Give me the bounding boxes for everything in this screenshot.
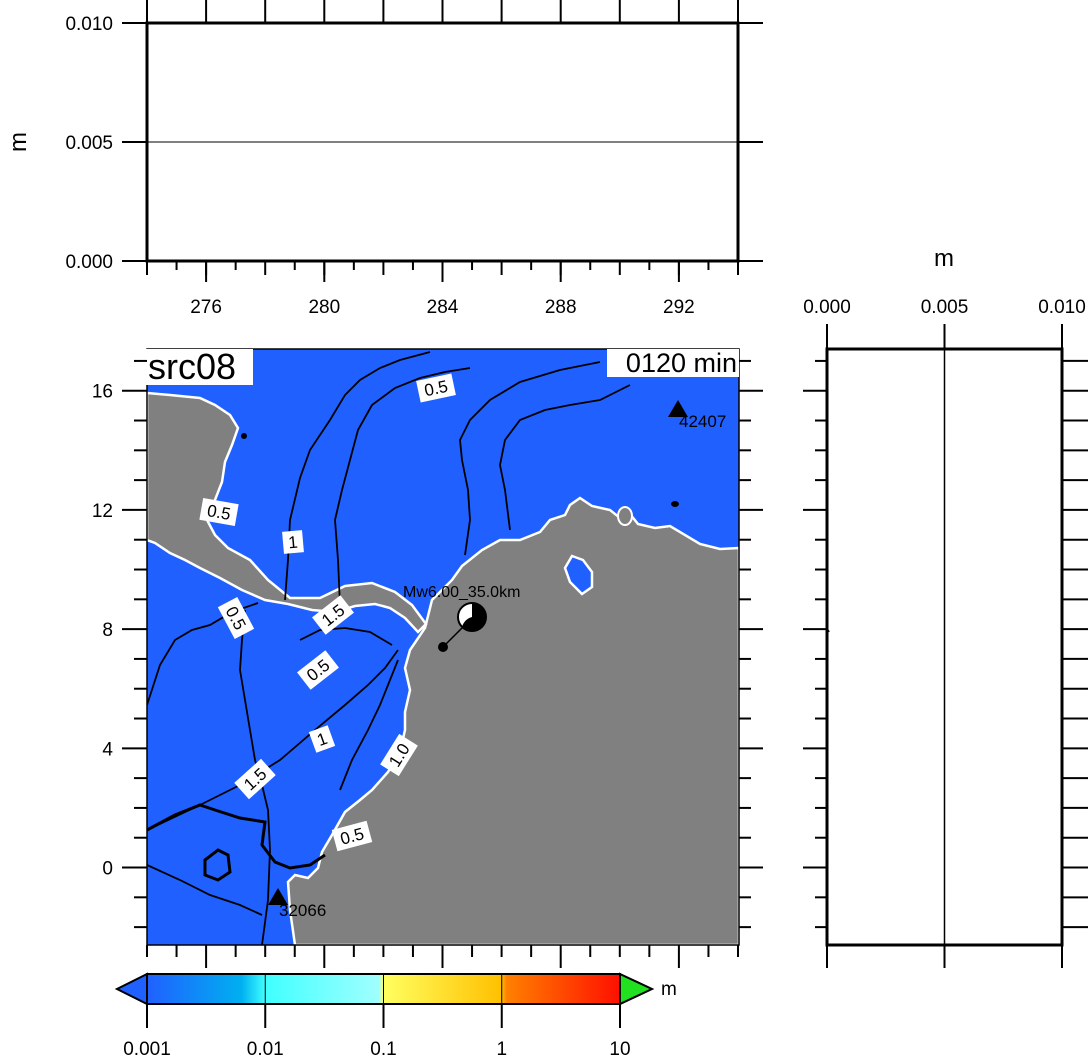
x-tick-label: 280 — [308, 297, 340, 318]
map-title-box — [145, 349, 253, 385]
y-tick-label: 0.005 — [65, 133, 113, 154]
y-tick-label: 12 — [92, 501, 113, 522]
colorbar-low-arrow — [114, 972, 148, 1006]
map-title: src08 — [148, 346, 236, 387]
colorbar: m 0.001 0.01 0.1 1 10 — [114, 972, 677, 1060]
y-tick-label: 0.010 — [65, 14, 113, 35]
x-tick-label: 0.000 — [803, 297, 851, 318]
map-y-axis: 0 4 8 12 16 — [92, 359, 763, 929]
time-label-box — [607, 349, 739, 377]
colorbar-tick-label: 0.001 — [123, 1039, 171, 1060]
island — [241, 433, 247, 439]
x-tick-label: 288 — [545, 297, 577, 318]
y-tick-label: 4 — [102, 739, 113, 760]
right-profile-panel: m 0.000 0.005 0.010 — [803, 245, 1088, 968]
land-central-america — [147, 391, 428, 634]
colorbar-ticks: 0.001 0.01 0.1 1 10 — [123, 974, 631, 1060]
time-label: 0120 min — [626, 348, 737, 378]
map-x-ticks — [146, 945, 739, 968]
colorbar-tick-label: 0.1 — [370, 1039, 396, 1060]
x-tick-label: 0.010 — [1038, 297, 1086, 318]
right-profile-xlabel: m — [934, 245, 954, 272]
right-profile-y-ticks — [803, 359, 1088, 929]
triangle-icon — [668, 400, 688, 417]
colorbar-tick-label: 1 — [496, 1039, 507, 1060]
station-marker: 32066 — [268, 888, 326, 920]
right-profile-x-axis: 0.000 0.005 0.010 — [803, 297, 1086, 968]
x-tick-label: 284 — [427, 297, 459, 318]
colorbar-high-arrow — [619, 972, 655, 1006]
contour-label: 0.5 — [423, 377, 450, 400]
colorbar-tick-label: 0.01 — [247, 1039, 284, 1060]
island — [617, 506, 633, 526]
contour-label: 1 — [287, 533, 298, 553]
colorbar-unit: m — [661, 979, 677, 1000]
triangle-icon — [268, 888, 288, 905]
earthquake-label: Mw6.00_35.0km — [403, 584, 520, 601]
top-profile-ylabel: m — [5, 132, 32, 152]
top-profile-y-axis: 0.000 0.005 0.010 — [65, 14, 763, 273]
station-label: 42407 — [679, 412, 726, 431]
y-tick-label: 16 — [92, 382, 113, 403]
beachball-icon — [457, 602, 487, 632]
station-label: 32066 — [279, 901, 326, 920]
station-marker: 42407 — [668, 400, 726, 431]
contour-label: 0.5 — [206, 501, 233, 524]
epicenter-dot — [438, 642, 448, 652]
island — [671, 501, 679, 507]
top-profile-x-axis: 276 280 284 288 292 — [146, 0, 739, 318]
map-panel: src08 0120 min 0.5 0.5 1 0.5 1.5 0.5 1 1… — [92, 346, 763, 968]
land-lake — [563, 554, 594, 596]
x-tick-label: 0.005 — [921, 297, 969, 318]
colorbar-tick-label: 10 — [609, 1039, 630, 1060]
y-tick-label: 0 — [102, 859, 113, 880]
y-tick-label: 0.000 — [65, 252, 113, 273]
y-tick-label: 8 — [102, 620, 113, 641]
top-profile-panel: m 0.000 0.005 0.010 276 280 284 288 292 — [5, 0, 763, 318]
contour-heavy — [147, 803, 326, 870]
x-tick-label: 292 — [663, 297, 695, 318]
earthquake-marker: Mw6.00_35.0km — [403, 584, 520, 652]
contour-heavy-loop — [203, 848, 232, 882]
x-tick-label: 276 — [190, 297, 222, 318]
